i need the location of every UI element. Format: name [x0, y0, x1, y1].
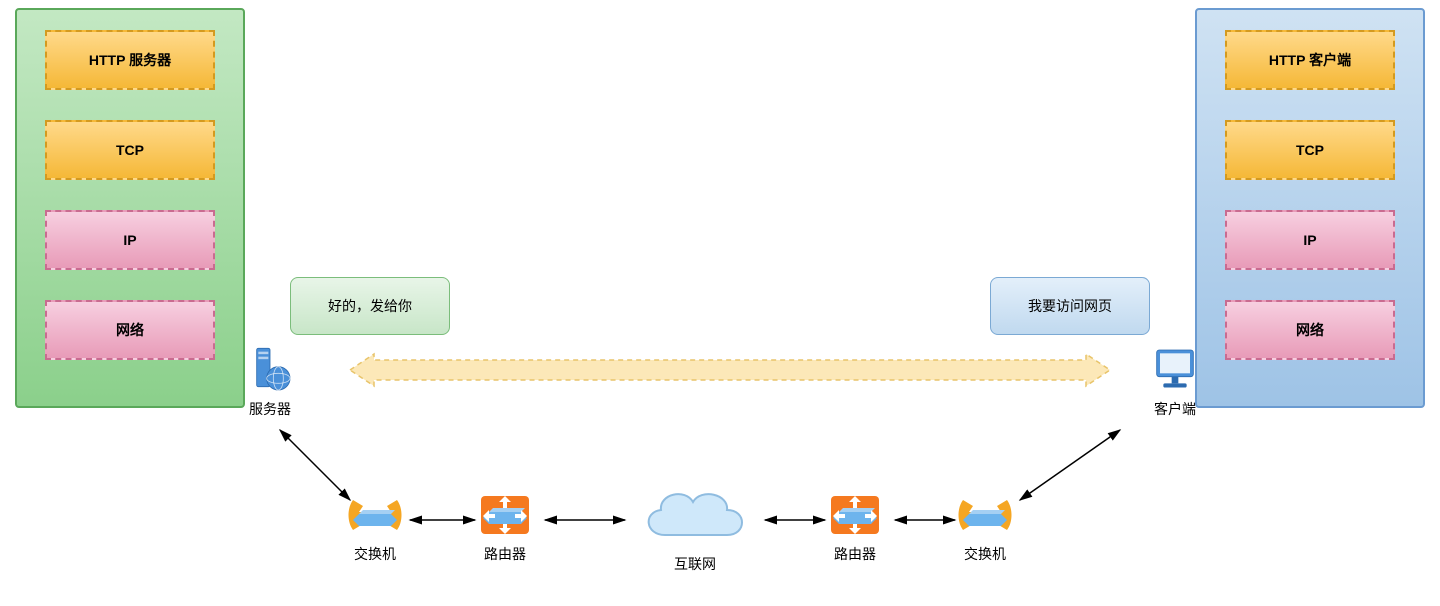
switch-left-label: 交换机 [330, 544, 420, 564]
edge-switch_r-client [1020, 430, 1120, 500]
switch-right-label: 交换机 [940, 544, 1030, 564]
server-icon [240, 345, 300, 395]
server-label: 服务器 [225, 399, 315, 419]
router-icon [475, 490, 535, 540]
switch-right-node: 交换机 [940, 490, 1030, 564]
router-icon [825, 490, 885, 540]
layer-label: HTTP 客户端 [1269, 50, 1351, 70]
cloud-icon [635, 480, 755, 550]
layer-http_server: HTTP 服务器 [45, 30, 215, 90]
router-right-node: 路由器 [810, 490, 900, 564]
layer-tcp: TCP [45, 120, 215, 180]
layer-label: 网络 [1296, 320, 1324, 340]
layer-label: TCP [1296, 142, 1324, 158]
bidirectional-big-arrow [350, 354, 1110, 386]
layer-tcp_c: TCP [1225, 120, 1395, 180]
switch-left-node: 交换机 [330, 490, 420, 564]
client-node: 客户端 [1130, 345, 1220, 419]
layer-label: HTTP 服务器 [89, 50, 171, 70]
internet-label: 互联网 [630, 554, 760, 574]
layer-ip: IP [45, 210, 215, 270]
layer-label: TCP [116, 142, 144, 158]
layer-label: IP [1303, 232, 1316, 248]
client-speech-bubble: 我要访问网页 [990, 277, 1150, 335]
internet-node: 互联网 [630, 480, 760, 574]
router-right-label: 路由器 [810, 544, 900, 564]
switch-icon [345, 490, 405, 540]
server-protocol-stack: HTTP 服务器 TCP IP 网络 [15, 8, 245, 408]
router-left-node: 路由器 [460, 490, 550, 564]
layer-label: 网络 [116, 320, 144, 340]
layer-net_c: 网络 [1225, 300, 1395, 360]
client-bubble-text: 我要访问网页 [1028, 296, 1112, 316]
layer-label: IP [123, 232, 136, 248]
client-icon [1145, 345, 1205, 395]
client-label: 客户端 [1130, 399, 1220, 419]
client-protocol-stack: HTTP 客户端 TCP IP 网络 [1195, 8, 1425, 408]
switch-icon [955, 490, 1015, 540]
server-node: 服务器 [225, 345, 315, 419]
server-speech-bubble: 好的，发给你 [290, 277, 450, 335]
router-left-label: 路由器 [460, 544, 550, 564]
layer-http_client: HTTP 客户端 [1225, 30, 1395, 90]
layer-ip_c: IP [1225, 210, 1395, 270]
server-bubble-text: 好的，发给你 [328, 296, 412, 316]
layer-net: 网络 [45, 300, 215, 360]
